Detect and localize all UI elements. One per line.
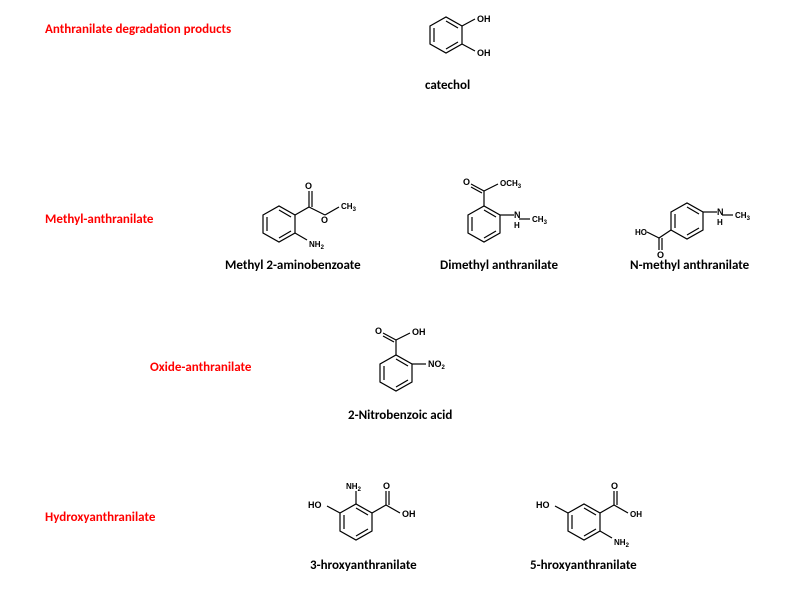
structure-nmethyl: N H CH3 HO O: [635, 180, 785, 265]
svg-text:H: H: [717, 218, 723, 227]
svg-text:H: H: [514, 221, 520, 230]
svg-text:OCH3: OCH3: [500, 179, 522, 190]
label-hroxy3: 3-hroxyanthranilate: [310, 558, 417, 573]
structure-dimethyl: O OCH3 N H CH3: [440, 175, 590, 260]
structure-m2amino: O O CH3 NH2: [235, 175, 385, 260]
svg-text:O: O: [657, 250, 664, 260]
svg-text:OH: OH: [412, 327, 426, 337]
section-methyl: Methyl-anthranilate: [45, 212, 153, 227]
svg-text:NH2: NH2: [346, 482, 362, 493]
label-m2amino: Methyl 2-aminobenzoate: [225, 258, 361, 273]
section-oxide: Oxide-anthranilate: [150, 360, 251, 375]
svg-text:HO: HO: [308, 500, 322, 510]
svg-text:CH3: CH3: [532, 215, 548, 226]
svg-text:HO: HO: [536, 500, 550, 510]
svg-text:OH: OH: [477, 48, 491, 58]
svg-text:OH: OH: [630, 510, 642, 519]
svg-text:OH: OH: [477, 14, 491, 24]
section-hydroxy: Hydroxyanthranilate: [45, 510, 155, 525]
svg-text:NH2: NH2: [309, 240, 325, 251]
structure-nitrobenzoic: O OH NO2: [350, 322, 490, 410]
structure-catechol: OH OH: [405, 8, 505, 78]
svg-text:NO2: NO2: [428, 359, 446, 371]
svg-text:O: O: [375, 326, 382, 336]
label-nitrobenzoic: 2-Nitrobenzoic acid: [348, 408, 452, 423]
svg-text:N: N: [717, 207, 724, 217]
label-dimethyl: Dimethyl anthranilate: [440, 258, 558, 273]
svg-text:N: N: [514, 210, 521, 220]
svg-text:CH3: CH3: [735, 211, 751, 222]
label-hroxy5: 5-hroxyanthranilate: [530, 558, 637, 573]
svg-text:NH2: NH2: [614, 538, 630, 549]
svg-text:CH3: CH3: [341, 202, 357, 213]
structure-hroxy3: NH2 O OH HO: [300, 475, 460, 560]
svg-text:O: O: [611, 481, 618, 491]
structure-hroxy5: O OH NH2 HO: [520, 475, 690, 560]
svg-text:O: O: [463, 177, 470, 187]
svg-text:O: O: [321, 215, 328, 225]
label-catechol: catechol: [425, 78, 470, 93]
section-degradation: Anthranilate degradation products: [45, 22, 231, 37]
svg-text:O: O: [305, 181, 312, 191]
svg-text:OH: OH: [402, 509, 416, 519]
svg-text:HO: HO: [635, 228, 647, 237]
svg-text:O: O: [383, 481, 390, 491]
